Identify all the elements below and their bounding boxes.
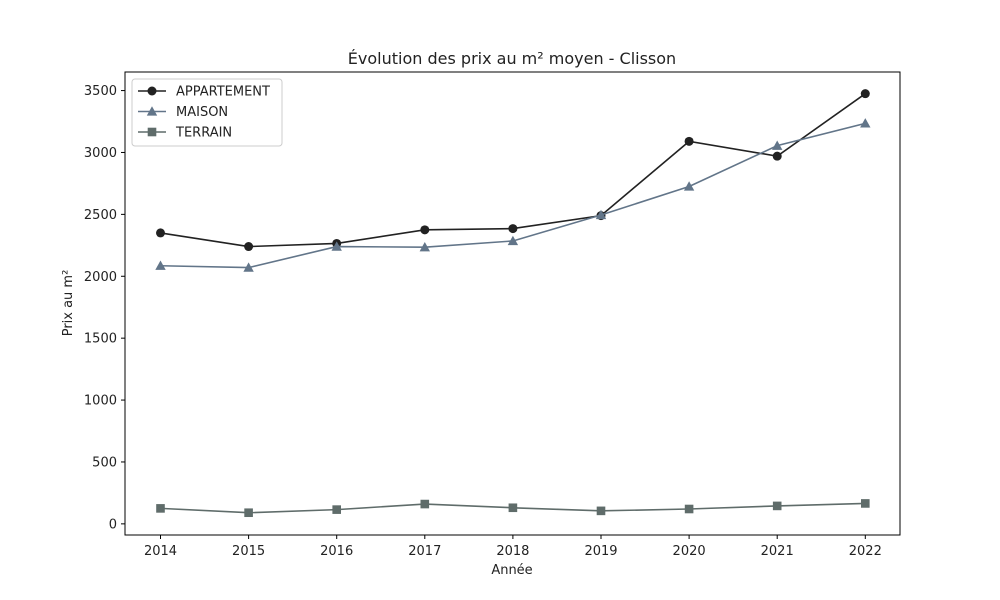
data-point (243, 262, 254, 272)
data-point (419, 241, 430, 252)
x-tick-label: 2018 (496, 544, 529, 559)
data-point (860, 118, 871, 128)
data-point (684, 504, 694, 514)
x-tick-label: 2016 (320, 544, 353, 559)
data-point (772, 501, 782, 511)
y-tick-label: 2500 (84, 208, 117, 223)
legend-label: APPARTEMENT (176, 85, 270, 100)
y-tick-label: 500 (92, 455, 117, 470)
data-point (156, 228, 165, 238)
y-axis-label: Prix au m² (61, 270, 76, 337)
legend-marker (147, 127, 157, 137)
data-point (244, 242, 254, 252)
data-point (683, 181, 695, 191)
data-point (331, 241, 342, 251)
legend-box (131, 78, 283, 147)
data-point (861, 499, 870, 508)
data-point (772, 151, 782, 161)
y-tick-label: 0 (109, 517, 117, 532)
legend: APPARTEMENT MAISON TERRAIN (131, 78, 283, 147)
series-appartement (156, 89, 870, 252)
legend-label: TERRAIN (175, 126, 232, 141)
y-tick-label: 3000 (84, 146, 117, 161)
data-point (332, 505, 341, 514)
data-point (508, 224, 518, 234)
legend-item: TERRAIN (138, 126, 232, 141)
series-terrain (156, 499, 870, 518)
x-tick-label: 2021 (761, 544, 794, 559)
legend-item: MAISON (138, 105, 228, 120)
series-maison (155, 118, 871, 272)
data-point (860, 89, 870, 99)
data-point (244, 508, 253, 518)
data-point (507, 235, 519, 246)
data-point (155, 260, 166, 270)
x-tick-label: 2022 (849, 544, 882, 559)
data-point (684, 136, 694, 146)
x-axis-label: Année (491, 563, 532, 578)
data-point (596, 506, 606, 516)
legend-marker (147, 86, 157, 96)
legend-item: APPARTEMENT (138, 85, 270, 100)
y-tick-label: 3500 (84, 84, 117, 99)
legend-marker (146, 106, 158, 116)
x-tick-label: 2020 (673, 544, 706, 559)
data-point (156, 504, 165, 513)
data-point (420, 499, 430, 509)
chart-title: Évolution des prix au m² moyen - Clisson (348, 49, 676, 68)
x-tick-label: 2019 (584, 544, 617, 559)
x-tick-label: 2015 (232, 544, 265, 559)
y-tick-label: 1500 (84, 332, 117, 347)
legend-label: MAISON (176, 105, 228, 120)
x-axis: 2014 2015 2016 2017 2018 2019 2020 2021 2022 (144, 535, 882, 559)
data-point (508, 503, 518, 513)
y-axis: 0 500 1000 1500 2000 2500 3000 3500 (84, 84, 125, 532)
x-tick-label: 2014 (144, 544, 177, 559)
data-point (595, 209, 607, 220)
series-layer (155, 89, 871, 518)
y-tick-label: 2000 (84, 270, 117, 285)
y-tick-label: 1000 (84, 394, 117, 409)
data-point (772, 140, 783, 150)
data-point (420, 225, 430, 235)
x-tick-label: 2017 (408, 544, 441, 559)
